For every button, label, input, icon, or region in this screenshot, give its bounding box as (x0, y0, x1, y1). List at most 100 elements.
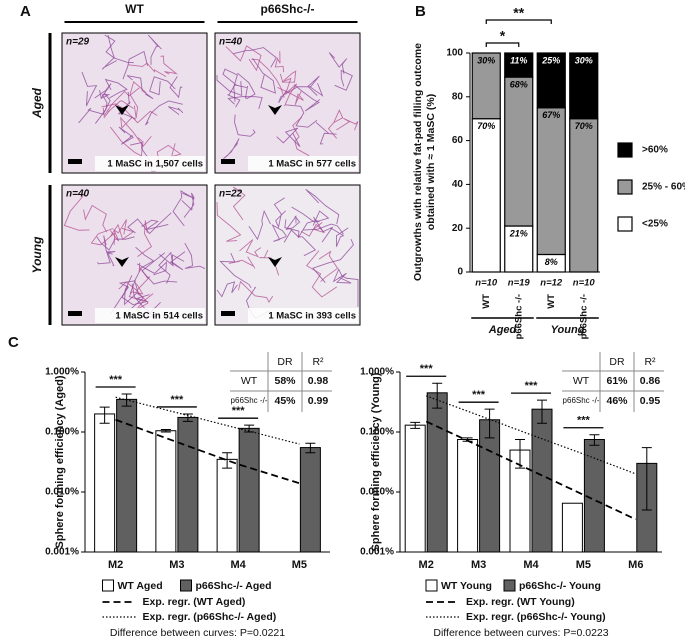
table-header: R² (644, 356, 656, 368)
legend-swatch (102, 579, 114, 592)
panel-label: C (8, 334, 19, 351)
duct (334, 69, 353, 91)
value-label: 70% (575, 121, 593, 131)
duct (307, 75, 324, 97)
table-row-label: p66Shc -/- (231, 396, 268, 405)
significance: *** (232, 405, 246, 417)
y-tick-label: 100 (446, 48, 463, 59)
duct (106, 251, 116, 267)
x-tick-label: p66Shc -/- (513, 294, 524, 339)
significance: *** (577, 415, 591, 427)
x-tick-label: p66Shc -/- (578, 294, 589, 339)
duct (223, 138, 240, 159)
arrowhead (115, 105, 129, 115)
y-tick-label: 0.010% (360, 487, 394, 498)
duct (279, 70, 297, 83)
y-tick-label: 0.100% (45, 427, 79, 438)
legend-label: 25% - 60% (642, 182, 685, 193)
bar (426, 392, 448, 553)
duct (216, 202, 242, 242)
y-tick-label: 0.100% (360, 427, 394, 438)
error-bar (160, 429, 171, 433)
regression-line (115, 418, 300, 485)
significance-bracket (485, 19, 552, 24)
table-header: R² (312, 356, 324, 368)
significance: *** (170, 394, 184, 406)
legend-swatch (617, 142, 633, 158)
duct (219, 253, 252, 289)
sample-size: n=10 (573, 278, 596, 289)
table-cell: 0.86 (640, 375, 661, 387)
table-cell: 0.98 (308, 375, 329, 387)
x-tick-label: M6 (628, 559, 643, 571)
caption-box (248, 156, 358, 171)
value-label: 30% (575, 55, 593, 65)
caption-box (95, 156, 205, 171)
y-tick-label: 0.001% (45, 547, 79, 558)
legend-label: p66Shc-/- Young (519, 580, 601, 592)
bar-segment (471, 52, 501, 120)
caption: 1 MaSC in 1,507 cells (107, 159, 203, 170)
duct (134, 246, 155, 295)
duct (251, 58, 285, 98)
legend-swatch (617, 216, 633, 232)
y-tick-label: 0.010% (45, 487, 79, 498)
group-label: Young (551, 324, 585, 336)
duct (90, 228, 116, 246)
y-tick-label: 1.000% (45, 367, 79, 378)
x-tick-label: M4 (523, 559, 539, 571)
y-tick-label: 60 (452, 135, 464, 146)
bar (94, 413, 116, 553)
duct (63, 188, 90, 231)
duct (120, 116, 152, 147)
duct (216, 75, 243, 97)
x-tick-label: M5 (576, 559, 591, 571)
duct (252, 58, 276, 94)
duct (328, 52, 348, 75)
duct (156, 143, 182, 167)
duct (232, 186, 246, 221)
duct (278, 86, 312, 104)
error-bar (484, 408, 495, 439)
group-label: Aged (488, 324, 517, 336)
duct (228, 256, 256, 269)
table-row-label: WT (573, 375, 590, 387)
y-tick-label: 1.000% (360, 367, 394, 378)
sample-size: n=19 (508, 278, 531, 289)
scale-bar (221, 159, 235, 164)
duct (101, 103, 158, 124)
x-tick-label: M3 (471, 559, 486, 571)
x-tick-label: WT (481, 294, 492, 309)
duct (122, 50, 148, 80)
duct (94, 83, 112, 100)
legend-label: <25% (642, 219, 668, 230)
error-bar (432, 382, 443, 409)
duct (330, 227, 349, 247)
significance: * (500, 28, 506, 44)
duct (101, 35, 117, 70)
bar (561, 502, 583, 553)
y-tick-label: 80 (452, 91, 464, 102)
sample-size: n=29 (66, 37, 90, 48)
duct (233, 47, 277, 68)
caption-box (95, 308, 205, 323)
scale-bar (221, 311, 235, 316)
error-bar (410, 421, 421, 429)
duct (315, 122, 337, 145)
y-axis-label: Sphere forming efficiency (Young) (370, 372, 382, 551)
x-tick-label: M5 (292, 559, 307, 571)
duct (303, 223, 344, 235)
row-label: Aged (30, 87, 44, 119)
error-bar (222, 452, 233, 469)
table-cell: 46% (606, 395, 628, 407)
legend-label: WT Aged (118, 580, 163, 592)
duct (110, 126, 144, 157)
y-tick-label: 0.001% (360, 547, 394, 558)
duct (237, 280, 274, 303)
duct (149, 76, 176, 96)
bar-segment (536, 107, 566, 256)
panel-label: B (415, 3, 426, 20)
bar (457, 438, 479, 553)
error-bar (589, 434, 600, 446)
